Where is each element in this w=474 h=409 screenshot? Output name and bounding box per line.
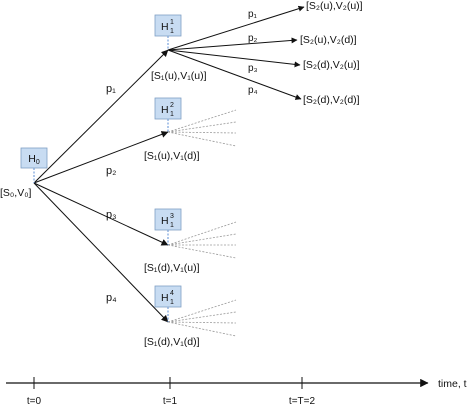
h1-node-4-sup: 4	[170, 290, 174, 297]
prob-label-stage1-1: p₁	[106, 83, 116, 95]
edge-root-to-h1-2	[33, 131, 169, 184]
faint-branches-h1-3	[167, 221, 237, 259]
h1-node-3-sup: 3	[170, 213, 174, 220]
prob-label-stage1-3: p₃	[106, 209, 117, 221]
root-node: H0	[20, 147, 48, 183]
svg-text:H: H	[161, 215, 169, 227]
state-label-h1-4: [S₁(d),V₁(d)]	[144, 336, 200, 348]
h1-node-2: H 2 1	[154, 97, 182, 132]
state-label-stage2-2: [S₂(u),V₂(d)]	[300, 34, 357, 46]
edge-h1-1-to-s2-3	[167, 49, 301, 68]
edge-root-to-h1-3	[33, 182, 169, 246]
timeline-tick-label-0: t=0	[27, 396, 42, 407]
svg-text:H: H	[161, 292, 169, 304]
edge-root-to-h1-4	[33, 182, 169, 323]
prob-label-stage1-2: p₂	[106, 165, 116, 177]
state-label-stage2-1: [S₂(u),V₂(u)]	[306, 0, 363, 12]
edge-h1-1-to-s2-1	[167, 5, 305, 51]
state-label-h1-3: [S₁(d),V₁(u)]	[144, 262, 200, 274]
state-label-stage2-4: [S₂(d),V₂(d)]	[303, 94, 360, 106]
edge-h1-1-to-s2-4	[167, 49, 302, 100]
svg-text:H: H	[161, 21, 169, 33]
timeline-axis-label: time, t	[438, 378, 467, 390]
h1-node-1: H 1 1	[154, 14, 182, 50]
faint-branches-h1-2	[167, 109, 237, 147]
h1-node-1-sub: 1	[170, 28, 174, 35]
prob-label-stage2-3: p₃	[248, 63, 258, 74]
root-state-label: [S₀,V₀]	[0, 187, 32, 199]
h1-node-4: H 4 1	[154, 285, 182, 322]
h1-node-1-sup: 1	[170, 19, 174, 26]
prob-label-stage1-4: p₄	[106, 292, 117, 304]
timeline-tick-label-2: t=T=2	[289, 396, 316, 407]
state-label-stage2-3: [S₂(d),V₂(u)]	[303, 59, 360, 71]
state-label-h1-1: [S₁(u),V₁(u)]	[151, 70, 207, 82]
root-node-label: H0	[28, 153, 40, 166]
timeline-tick-label-1: t=1	[163, 396, 178, 407]
edge-root-to-h1-1	[33, 49, 169, 184]
h1-node-3-sub: 1	[170, 222, 174, 229]
h1-node-2-sub: 1	[170, 111, 174, 118]
svg-text:H: H	[161, 104, 169, 116]
prob-label-stage2-2: p₂	[248, 33, 258, 44]
edge-h1-1-to-s2-2	[167, 37, 298, 51]
faint-branches-h1-4	[167, 299, 237, 337]
prob-label-stage2-4: p₄	[248, 85, 258, 96]
h1-node-2-sup: 2	[170, 102, 174, 109]
state-label-h1-2: [S₁(u),V₁(d)]	[144, 150, 200, 162]
h1-node-4-sub: 1	[170, 299, 174, 306]
prob-label-stage2-1: p₁	[248, 9, 258, 20]
h1-node-3: H 3 1	[154, 208, 182, 245]
